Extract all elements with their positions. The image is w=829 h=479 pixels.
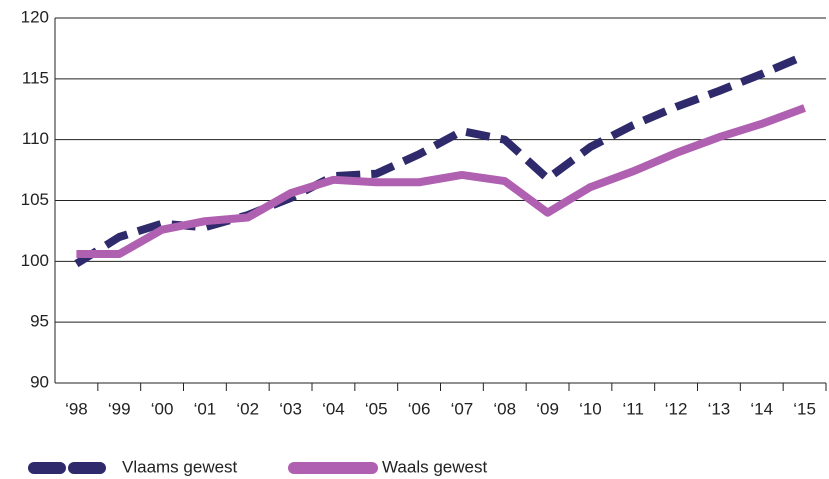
x-tick-label: ‘02	[236, 399, 259, 418]
x-tick-label: ‘11	[623, 399, 644, 418]
x-tick-label: ‘01	[194, 399, 217, 418]
legend-label: Vlaams gewest	[122, 457, 238, 476]
x-tick-label: ‘10	[579, 399, 602, 418]
x-tick-label: ‘12	[665, 399, 688, 418]
x-tick-label: ‘07	[451, 399, 474, 418]
series-line	[76, 104, 806, 259]
x-tick-label: ‘04	[322, 399, 345, 418]
x-tick-label: ‘13	[708, 399, 731, 418]
x-tick-label: ‘14	[750, 399, 773, 418]
y-tick-label: 95	[30, 312, 49, 331]
x-tick-label: ‘15	[793, 399, 816, 418]
x-tick-label: ‘06	[408, 399, 431, 418]
x-tick-label: ‘00	[151, 399, 174, 418]
x-tick-label: ‘99	[108, 399, 131, 418]
x-tick-label: ‘05	[365, 399, 388, 418]
legend-label: Waals gewest	[382, 457, 487, 476]
y-tick-label: 110	[22, 129, 49, 148]
x-tick-label: ‘09	[536, 399, 559, 418]
y-tick-label: 120	[21, 7, 49, 26]
series-line	[74, 52, 807, 268]
y-tick-label: 100	[21, 251, 49, 270]
x-tick-label: ‘03	[279, 399, 302, 418]
y-tick-label: 115	[22, 68, 49, 87]
x-tick-label: ‘08	[493, 399, 516, 418]
y-tick-label: 90	[30, 372, 49, 391]
x-tick-label: ‘98	[65, 399, 88, 418]
y-tick-label: 105	[21, 190, 49, 209]
